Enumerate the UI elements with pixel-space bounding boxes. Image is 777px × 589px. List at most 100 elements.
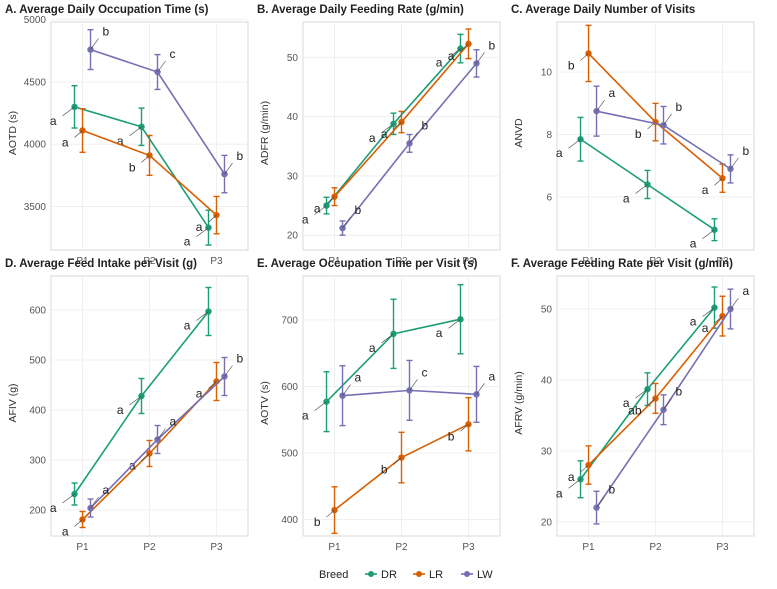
y-tick-label: 10 — [541, 68, 553, 79]
y-axis-label: AFIV (g) — [7, 383, 19, 422]
label-leader — [714, 315, 723, 324]
y-axis-label: AOTV (s) — [259, 381, 271, 425]
data-point — [339, 392, 346, 399]
significance-label: b — [381, 463, 388, 477]
series-lw: b c b — [87, 25, 243, 194]
label-leader — [196, 311, 209, 321]
legend-marker-lw — [464, 571, 470, 577]
data-point — [577, 476, 584, 483]
y-tick-label: 50 — [287, 53, 299, 64]
x-tick-label: P1 — [76, 256, 89, 267]
y-axis-label: ANVD — [513, 118, 525, 148]
label-leader — [224, 162, 233, 175]
chart-panel-3: C. Average Daily Number of Visits 6 8 10 P1 P… — [511, 4, 755, 267]
significance-label: a — [690, 237, 697, 251]
legend-title: Breed — [319, 569, 348, 581]
significance-label: a — [568, 470, 575, 484]
legend-label-lr: LR — [429, 569, 443, 581]
y-tick-label: 20 — [287, 231, 299, 242]
significance-label: a — [448, 49, 455, 63]
series-lr: aaa — [314, 28, 472, 216]
significance-label: a — [369, 131, 376, 145]
significance-label: a — [184, 235, 191, 249]
label-leader — [326, 196, 335, 204]
significance-label: a — [314, 202, 321, 216]
significance-label: b — [129, 160, 136, 174]
significance-label: c — [170, 47, 176, 61]
significance-label: a — [436, 56, 443, 70]
label-leader — [208, 214, 217, 223]
label-leader — [663, 114, 672, 126]
data-point — [71, 103, 78, 111]
significance-label: a — [690, 315, 697, 329]
label-leader — [460, 424, 469, 432]
label-leader — [448, 318, 461, 329]
chart-title: B. Average Daily Feeding Rate (g/min) — [257, 4, 464, 16]
label-leader — [635, 388, 648, 399]
significance-label: a — [170, 415, 177, 429]
significance-label: b — [236, 149, 243, 163]
label-leader — [580, 53, 589, 61]
series-lw: b b b — [339, 38, 495, 236]
y-tick-label: 5000 — [24, 15, 47, 26]
y-tick-label: 30 — [541, 446, 553, 457]
significance-label: a — [623, 191, 630, 205]
label-leader — [460, 43, 469, 52]
label-leader — [314, 401, 327, 411]
label-leader — [730, 297, 739, 310]
significance-label: b — [448, 429, 455, 443]
x-tick-label: P2 — [143, 256, 156, 267]
legend-label-dr: DR — [381, 569, 397, 581]
significance-label: a — [302, 213, 309, 227]
y-tick-label: 4500 — [24, 77, 47, 88]
x-tick-label: P2 — [649, 256, 662, 267]
label-leader — [208, 381, 217, 389]
significance-label: a — [62, 525, 69, 539]
significance-label: a — [50, 114, 57, 128]
series-lr: a ab a — [568, 295, 726, 485]
significance-label: a — [436, 326, 443, 340]
y-tick-label: 20 — [541, 517, 553, 528]
label-leader — [663, 398, 672, 410]
significance-label: ab — [628, 403, 642, 417]
x-tick-label: P3 — [462, 256, 475, 267]
label-leader — [196, 227, 209, 237]
y-axis-label: AFRV (g/min) — [513, 371, 525, 434]
significance-label: a — [369, 341, 376, 355]
series-lr: aba — [62, 108, 220, 235]
x-tick-label: P3 — [462, 542, 475, 553]
significance-label: a — [117, 403, 124, 417]
significance-label: a — [609, 86, 616, 100]
significance-label: a — [196, 387, 203, 401]
label-leader — [448, 48, 461, 58]
series-lw: a a b — [87, 352, 243, 518]
label-leader — [381, 123, 394, 134]
label-leader — [568, 479, 581, 489]
label-leader — [647, 398, 656, 406]
significance-label: b — [635, 127, 642, 141]
x-tick-label: P3 — [210, 256, 223, 267]
significance-label: a — [117, 134, 124, 148]
label-leader — [702, 229, 715, 239]
legend: Breed DR LR LW — [0, 566, 777, 584]
significance-label: a — [742, 284, 749, 298]
chart-panel-1: A. Average Daily Occupation Time (s) 3500… — [5, 4, 249, 267]
chart-title: D. Average Feed Intake per Visit (g) — [5, 258, 197, 270]
label-leader — [393, 457, 402, 465]
label-leader — [409, 132, 418, 144]
label-leader — [409, 379, 418, 391]
significance-label: a — [62, 136, 69, 150]
label-leader — [730, 157, 739, 170]
y-tick-label: 700 — [281, 315, 298, 326]
label-leader — [393, 121, 402, 130]
label-leader — [314, 205, 327, 215]
chart-title: F. Average Feeding Rate per Visit (g/min… — [511, 258, 733, 270]
y-tick-label: 200 — [29, 506, 46, 517]
label-leader — [141, 453, 150, 461]
x-tick-label: P3 — [210, 542, 223, 553]
significance-label: a — [103, 483, 110, 497]
significance-label: b — [236, 352, 243, 366]
x-tick-label: P2 — [395, 256, 408, 267]
